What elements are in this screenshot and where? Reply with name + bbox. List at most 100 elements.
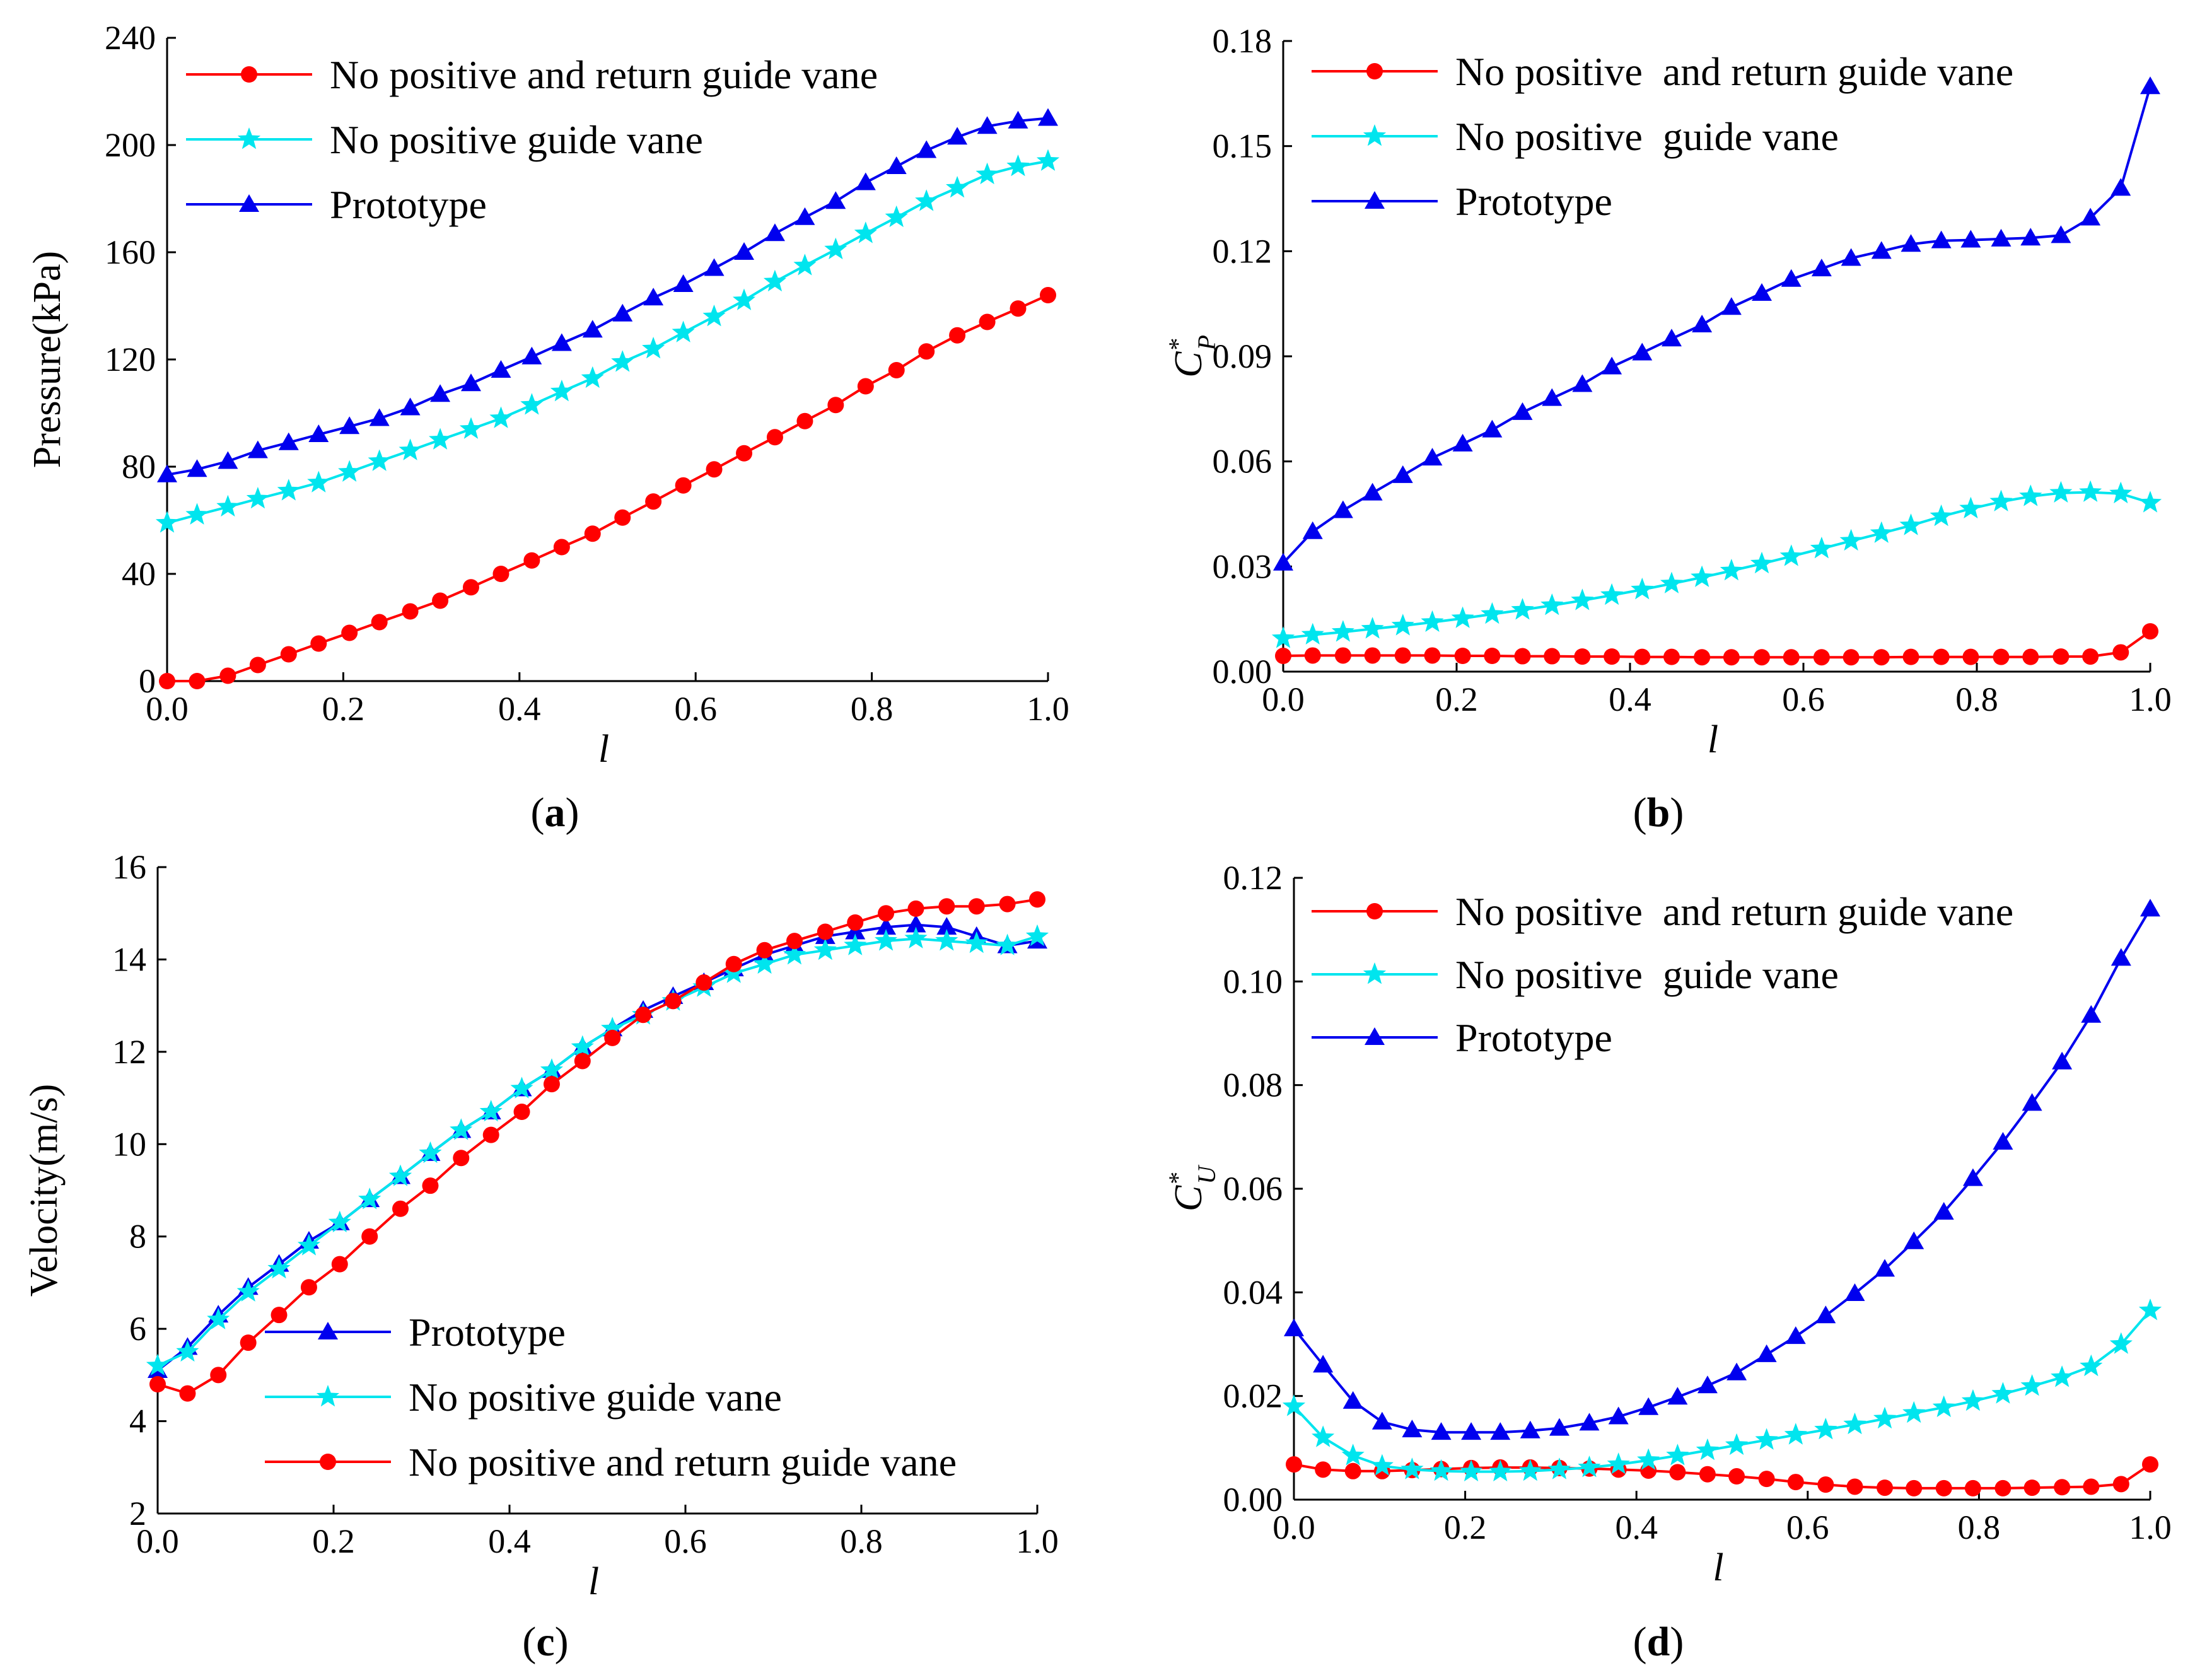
series-b-2-marker-3 — [1361, 617, 1384, 639]
series-d-3-marker-3 — [1371, 1411, 1392, 1430]
series-a-2-marker-9 — [429, 428, 452, 450]
series-d-3-marker-11 — [1608, 1406, 1629, 1425]
series-c-2-marker-2 — [207, 1307, 230, 1329]
series-c-2-marker-6 — [328, 1210, 351, 1233]
y-tick-label: 0 — [139, 662, 156, 700]
series-b-2-marker-16 — [1750, 551, 1774, 574]
series-b-2-marker-29 — [2138, 491, 2162, 513]
series-d-3-marker-24 — [1993, 1132, 2013, 1150]
series-a-2-marker-27 — [975, 162, 999, 185]
series-b-2-line — [1283, 491, 2151, 640]
series-c-3-marker-5 — [300, 1279, 317, 1296]
series-c-2-marker-10 — [450, 1118, 473, 1140]
y-axis-label: C*P — [1163, 335, 1221, 378]
series-a-2-marker-7 — [368, 449, 391, 471]
series-a-2-marker-16 — [642, 337, 665, 359]
series-d-1-marker-18 — [1817, 1476, 1834, 1493]
series-c-1-marker-25 — [905, 914, 926, 933]
series-a-3-marker-27 — [977, 116, 998, 134]
series-d-3-marker-18 — [1815, 1305, 1836, 1324]
series-a-2-marker-24 — [885, 205, 908, 228]
series-b-2-marker-25 — [2019, 484, 2042, 506]
series-c-3-marker-6 — [331, 1256, 348, 1273]
series-d-2-marker-14 — [1696, 1438, 1719, 1461]
series-b-3-marker-5 — [1422, 448, 1443, 466]
series-b-3-marker-2 — [1332, 500, 1353, 518]
y-axis-label: Pressure(kPa) — [26, 251, 69, 468]
series-a-2-marker-15 — [611, 350, 634, 372]
series-a-1-marker-21 — [796, 412, 813, 429]
series-b-3-marker-26 — [2051, 225, 2071, 243]
series-d-1-marker-14 — [1699, 1466, 1716, 1483]
y-tick-label: 0.10 — [1223, 962, 1283, 1000]
series-a-3-marker-2 — [218, 451, 238, 469]
series-d-3-marker-15 — [1726, 1362, 1747, 1380]
series-d-3-marker-16 — [1756, 1344, 1777, 1362]
x-tick-label: 0.6 — [664, 1522, 707, 1560]
series-c-3-marker-12 — [513, 1104, 530, 1121]
series-a-1-marker-16 — [645, 493, 662, 510]
series-a-2-marker-1 — [185, 503, 209, 525]
series-d-3-marker-17 — [1785, 1326, 1806, 1345]
series-d-3-marker-20 — [1875, 1259, 1895, 1277]
series-a-1-marker-14 — [584, 525, 601, 542]
series-b-1-marker-24 — [1993, 648, 2010, 665]
series-c-3-line — [157, 898, 1038, 1395]
series-b-3 — [1273, 76, 2160, 571]
series-b-3-marker-4 — [1392, 465, 1413, 483]
series-b-2-marker-11 — [1600, 583, 1624, 605]
series-a-1-marker-18 — [706, 461, 723, 478]
series-b-2-marker-8 — [1511, 598, 1534, 620]
series-c-2-marker-14 — [571, 1035, 594, 1057]
series-c-3-marker-24 — [878, 905, 895, 922]
series-b-3-marker-1 — [1302, 521, 1323, 539]
series-c-3-marker-10 — [453, 1150, 470, 1167]
series-a-1-marker-1 — [189, 673, 206, 689]
series-a-1-marker-25 — [918, 343, 935, 360]
series-d-2-marker-19 — [1843, 1412, 1866, 1435]
series-a-3-marker-15 — [612, 303, 633, 322]
series-b-1-marker-15 — [1723, 649, 1740, 666]
series-c-3-marker-22 — [817, 923, 834, 940]
series-b-3-marker-7 — [1482, 419, 1503, 438]
series-d-1-marker-13 — [1669, 1464, 1686, 1481]
series-d-3-marker-25 — [2022, 1093, 2042, 1111]
series-b-1-marker-20 — [1873, 649, 1890, 666]
series-b-1-marker-13 — [1663, 648, 1680, 665]
series-d-3-marker-28 — [2111, 948, 2131, 966]
series-a-3-marker-12 — [521, 346, 542, 365]
series-d-2-marker-4 — [1400, 1457, 1424, 1479]
legend-c: Prototype No positive guide vane No positi… — [265, 1310, 957, 1485]
y-tick-label: 0.09 — [1213, 337, 1272, 375]
series-c-1-marker-26 — [936, 917, 957, 935]
series-b-2-marker-19 — [1839, 528, 1863, 551]
y-tick-label: 0.02 — [1223, 1377, 1283, 1415]
series-a-2-marker-11 — [489, 406, 513, 428]
series-b-3-marker-13 — [1662, 329, 1682, 347]
series-b-1-marker-14 — [1694, 649, 1711, 666]
series-b-3-marker-20 — [1871, 241, 1892, 259]
series-d-2-marker-25 — [2020, 1374, 2044, 1396]
series-a-3-marker-6 — [339, 416, 360, 435]
x-tick-label: 0.0 — [146, 690, 189, 728]
series-a-2-marker-23 — [854, 221, 877, 243]
series-a-1-marker-23 — [857, 378, 874, 395]
series-c-3-marker-28 — [999, 895, 1016, 913]
series-a-2-marker-14 — [581, 366, 604, 388]
x-axis-label: l — [588, 1560, 599, 1603]
series-c-2-marker-28 — [996, 933, 1019, 955]
series-a-1-marker-10 — [462, 579, 479, 596]
series-a-1-marker-5 — [310, 635, 327, 652]
legend-d-marker-0 — [1366, 903, 1383, 919]
series-b-1-marker-26 — [2052, 648, 2070, 665]
series-c-2-marker-7 — [358, 1187, 381, 1210]
series-d-3-marker-6 — [1461, 1422, 1482, 1440]
series-b-2-marker-21 — [1899, 513, 1923, 535]
series-b-3-marker-3 — [1362, 482, 1383, 501]
panel-caption: (d) — [1633, 1619, 1684, 1665]
series-c-3-marker-14 — [574, 1053, 591, 1070]
series-b-3-marker-23 — [1960, 230, 1981, 248]
series-a-2-marker-13 — [550, 380, 573, 402]
series-b-2-marker-18 — [1810, 537, 1833, 559]
